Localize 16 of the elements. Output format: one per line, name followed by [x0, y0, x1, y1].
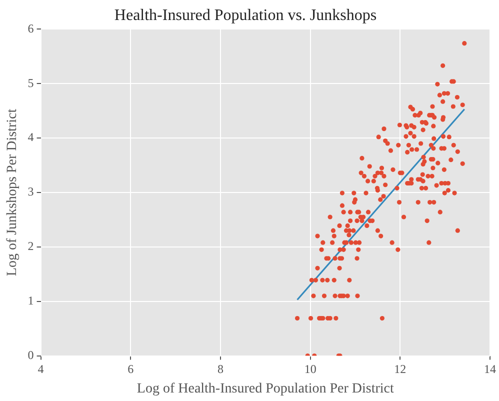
- y-tick-label: 3: [28, 184, 34, 199]
- y-tick-label: 0: [28, 348, 34, 362]
- x-tick-label: 10: [304, 362, 316, 376]
- y-tick-label: 1: [28, 294, 34, 308]
- y-axis-title: Log of Junkshops Per District: [5, 108, 20, 276]
- x-tick-label: 4: [38, 362, 44, 376]
- chart-title: Health-Insured Population vs. Junkshops: [114, 6, 377, 24]
- x-tick-label: 6: [128, 362, 134, 376]
- x-tick-label: 14: [484, 362, 496, 376]
- y-tick-label: 4: [28, 130, 34, 144]
- x-tick-label: 12: [394, 362, 406, 376]
- y-tick-label: 6: [28, 21, 34, 36]
- y-tick-label: 2: [28, 239, 34, 254]
- x-tick-label: 8: [217, 362, 224, 376]
- y-tick-label: 5: [28, 76, 34, 90]
- x-axis-title: Log of Health-Insured Population Per District: [136, 381, 394, 396]
